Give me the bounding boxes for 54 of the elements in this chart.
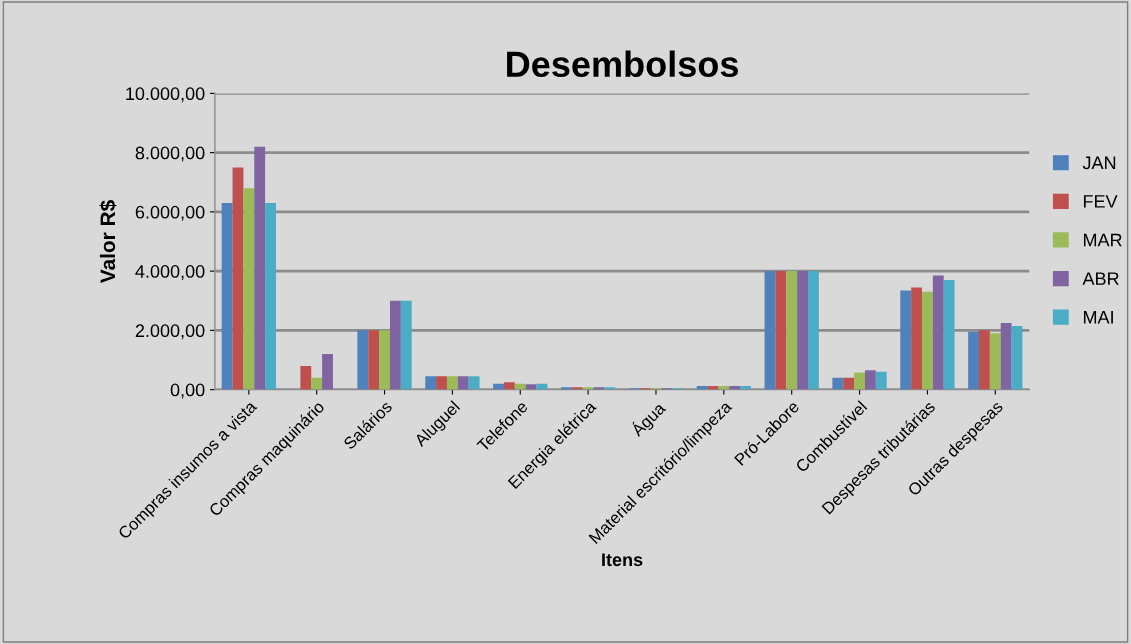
bar — [400, 300, 412, 390]
y-tick-label: 6.000,00 — [135, 205, 205, 221]
bar — [968, 331, 979, 390]
bar — [1011, 325, 1023, 390]
bar — [854, 372, 865, 390]
legend-label: ABR — [1082, 272, 1119, 285]
y-tick-label: 8.000,00 — [135, 146, 205, 162]
bar — [978, 330, 990, 390]
bar — [775, 271, 787, 390]
bar — [425, 376, 437, 390]
x-axis-title: Itens — [602, 553, 643, 567]
bar — [379, 330, 390, 390]
bar — [1000, 322, 1012, 390]
legend-label: FEV — [1083, 195, 1118, 208]
bar — [932, 275, 944, 390]
bar — [265, 202, 276, 390]
bar — [311, 377, 323, 390]
legend-label: MAR — [1083, 233, 1122, 247]
y-tick-label: 2.000,00 — [135, 324, 205, 340]
bar — [322, 354, 333, 390]
bar — [864, 370, 876, 390]
bar — [357, 330, 369, 390]
legend-label: JAN — [1082, 156, 1116, 170]
bar — [764, 271, 776, 390]
bar — [503, 382, 515, 390]
bar — [525, 384, 537, 390]
bar — [797, 271, 808, 390]
bar — [832, 377, 844, 390]
bar — [943, 280, 955, 390]
bar — [243, 188, 255, 390]
legend-label: MAI — [1083, 310, 1113, 324]
y-axis-title: Valor R$ — [99, 200, 117, 284]
bar — [843, 377, 855, 390]
y-tick-label: 4.000,00 — [135, 265, 205, 280]
chart-title: Desembolsos — [507, 50, 738, 78]
bar — [254, 146, 266, 390]
bar — [989, 333, 1001, 390]
bar — [232, 167, 244, 390]
bar — [468, 376, 480, 390]
bar — [457, 376, 469, 390]
bar — [807, 271, 819, 390]
bar — [911, 287, 922, 390]
bar — [875, 371, 887, 390]
bar — [786, 271, 798, 390]
bar — [368, 330, 380, 390]
bar — [300, 365, 312, 390]
bar — [389, 300, 401, 390]
bar — [900, 290, 912, 390]
bar — [446, 376, 458, 390]
bar — [436, 376, 447, 390]
y-tick-label: 10.000,00 — [126, 87, 205, 103]
bar — [221, 202, 233, 390]
bar — [921, 291, 933, 390]
y-tick-label: 0,00 — [170, 383, 205, 399]
